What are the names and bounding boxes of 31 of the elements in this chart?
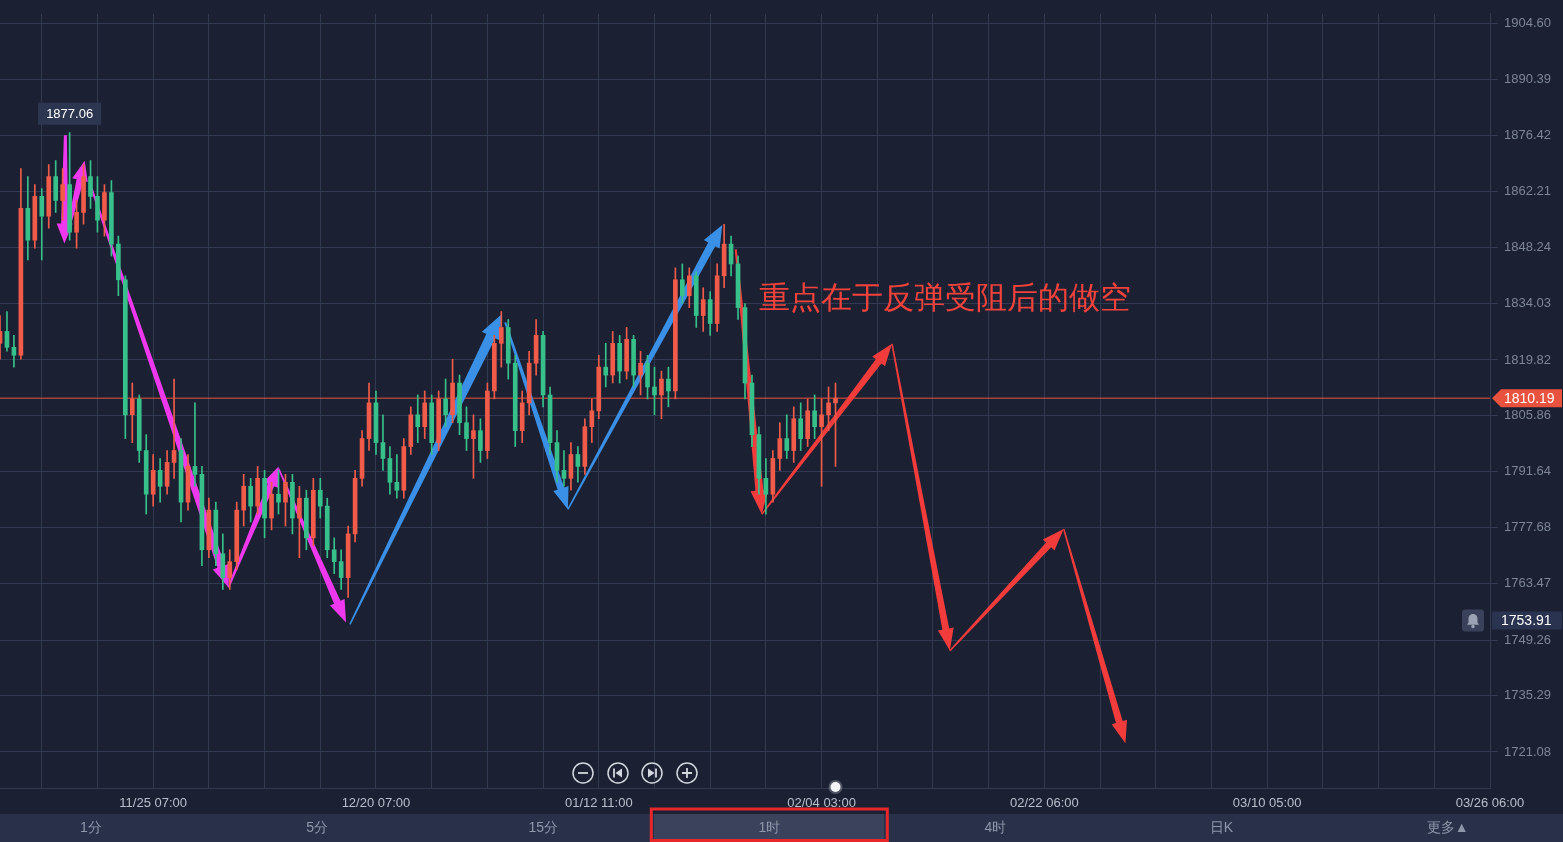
tab-bar: 1分 5分 15分 1时 4时 日K 更多▲ [0,814,1563,842]
y-tick-label: 1904.60 [1504,14,1551,30]
candlestick [394,454,400,499]
y-tick-label: 1735.29 [1504,687,1551,703]
ref-line-label: 1810.19 [1504,389,1555,406]
y-tick-label: 1876.42 [1504,126,1551,142]
y-tick-label: 1777.68 [1504,518,1551,534]
annotation: 重点在于反弹受阻后的做空 [758,279,1131,315]
candlestick [561,450,567,487]
x-tick-label: 12/20 07:00 [341,795,411,811]
y-tick-label: 1848.24 [1504,238,1551,254]
candlestick [192,402,198,487]
x-tick-label: 03/10 05:00 [1232,795,1302,811]
x-tick-label: 11/25 07:00 [119,795,188,811]
y-tick-label: 1791.64 [1504,463,1551,479]
x-tick-label: 02/22 06:00 [1010,795,1079,811]
y-tick-label: 1862.21 [1504,183,1551,199]
y-tick-label: 1834.03 [1504,295,1551,311]
y-tick-label: 1890.39 [1504,71,1551,87]
y-tick-label: 1805.86 [1504,406,1551,422]
y-tick-label: 1763.47 [1504,575,1551,591]
x-tick-label: 03/26 06:00 [1455,795,1525,811]
tab: 1时 [654,814,885,842]
annotation: 1877.06 [46,105,94,121]
x-tick-label: 02/04 03:00 [787,795,856,811]
x-tick-label: 01/12 11:00 [564,795,633,811]
candlestick [603,343,609,388]
y-tick-label: 1819.82 [1504,351,1551,367]
text: 1753.91 [1501,611,1552,628]
y-tick-label: 1749.26 [1504,631,1551,647]
y-tick-label: 1721.08 [1504,743,1551,759]
